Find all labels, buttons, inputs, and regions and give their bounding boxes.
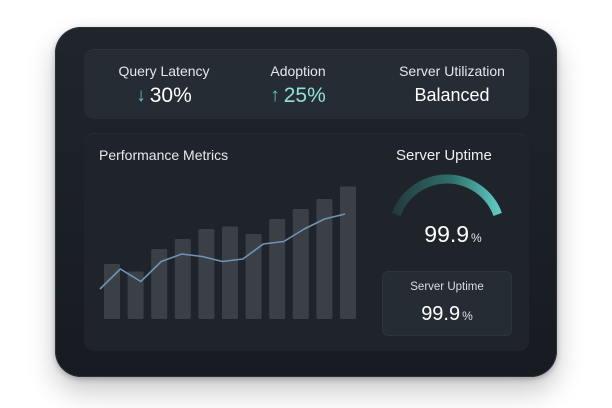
arrow-up-icon: ↑ xyxy=(270,85,280,106)
arrow-down-icon: ↓ xyxy=(136,85,146,106)
chart-bar[interactable] xyxy=(174,239,191,319)
uptime-card[interactable]: Server Uptime 99.9% xyxy=(382,271,512,336)
uptime-gauge xyxy=(392,174,502,217)
uptime-card-value: 99.9% xyxy=(382,303,512,326)
gauge-number: 99.9 xyxy=(424,221,470,247)
chart-bar[interactable] xyxy=(104,264,120,319)
gauge-unit: % xyxy=(471,231,482,245)
performance-metrics-title: Performance Metrics xyxy=(99,147,229,163)
gauge-value: 99.9% xyxy=(389,221,517,248)
kpi-adoption[interactable]: Adoption ↑ 25% xyxy=(238,49,358,119)
tablet-device: Query Latency ↓ 30% Adoption ↑ 25% Serve… xyxy=(55,27,557,377)
kpi-number: 25% xyxy=(283,84,326,107)
performance-chart[interactable] xyxy=(84,133,384,351)
kpi-summary-panel: Query Latency ↓ 30% Adoption ↑ 25% Serve… xyxy=(84,49,529,119)
kpi-query-latency[interactable]: Query Latency ↓ 30% xyxy=(104,49,224,119)
uptime-card-unit: % xyxy=(462,309,473,323)
kpi-number: 30% xyxy=(149,84,192,107)
chart-trend-line xyxy=(99,213,346,290)
chart-bar[interactable] xyxy=(198,229,215,319)
server-uptime-title: Server Uptime xyxy=(396,147,492,164)
uptime-card-title: Server Uptime xyxy=(410,281,484,293)
kpi-value: Balanced xyxy=(387,85,517,106)
chart-bar[interactable] xyxy=(222,226,238,320)
gauge-fill xyxy=(392,174,502,217)
chart-bar[interactable] xyxy=(340,186,356,320)
chart-bar[interactable] xyxy=(245,234,262,319)
uptime-card-number: 99.9 xyxy=(421,303,461,325)
kpi-title: Adoption xyxy=(270,63,326,79)
chart-bar[interactable] xyxy=(269,219,286,319)
kpi-value: ↓ 30% xyxy=(104,84,224,108)
kpi-status-text: Balanced xyxy=(414,85,490,105)
kpi-value: ↑ 25% xyxy=(238,84,358,108)
kpi-title: Server Utilization xyxy=(399,63,505,79)
chart-bar[interactable] xyxy=(127,271,144,320)
chart-bar[interactable] xyxy=(316,199,333,319)
kpi-title: Query Latency xyxy=(118,63,210,79)
metrics-panel: Performance Metrics Server Uptime 99.9% … xyxy=(84,133,529,351)
kpi-server-utilization[interactable]: Server Utilization Balanced xyxy=(387,49,517,119)
chart-bar[interactable] xyxy=(292,209,309,319)
